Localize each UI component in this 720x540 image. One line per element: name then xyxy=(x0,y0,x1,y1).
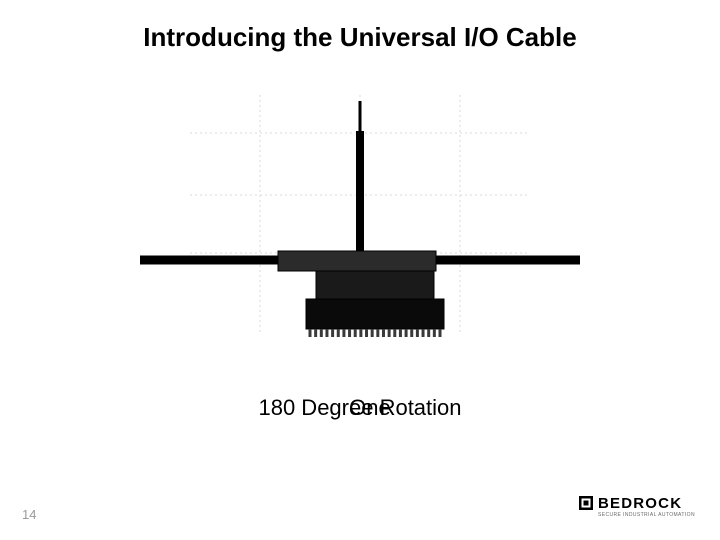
logo-mark-icon xyxy=(579,496,593,510)
page-number: 14 xyxy=(22,507,36,522)
caption-overlap: One xyxy=(349,395,391,421)
cable-diagram xyxy=(120,75,600,365)
svg-text:SECURE INDUSTRIAL AUTOMATION: SECURE INDUSTRIAL AUTOMATION xyxy=(598,512,695,518)
brand-logo: BEDROCK SECURE INDUSTRIAL AUTOMATION xyxy=(578,491,698,526)
caption: 180 Degree Rotation One xyxy=(0,395,720,421)
page-title: Introducing the Universal I/O Cable xyxy=(0,22,720,53)
svg-text:BEDROCK: BEDROCK xyxy=(598,495,682,512)
